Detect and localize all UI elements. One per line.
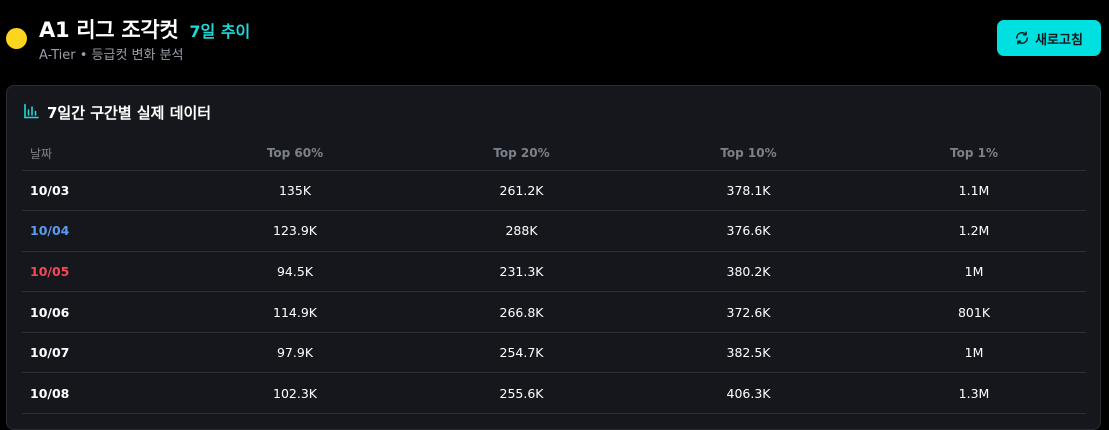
top1-cell: 1M <box>862 332 1086 374</box>
data-table: 날짜 Top 60% Top 20% Top 10% Top 1% 10/03 … <box>22 137 1086 415</box>
top1-cell: 1M <box>862 251 1086 293</box>
column-header-date: 날짜 <box>22 137 182 171</box>
top1-cell: 801K <box>862 291 1086 333</box>
table-row: 10/06 114.9K 266.8K 372.6K 801K <box>22 291 1086 333</box>
column-header-top60: Top 60% <box>182 137 408 171</box>
top60-cell: 114.9K <box>182 291 408 333</box>
page-header: A1 리그 조각컷 7일 추이 A-Tier • 등급컷 변화 분석 새로고침 <box>0 0 1109 84</box>
table-row: 10/07 97.9K 254.7K 382.5K 1M <box>22 332 1086 374</box>
league-color-dot <box>6 28 27 49</box>
table-row: 10/08 102.3K 255.6K 406.3K 1.3M <box>22 372 1086 415</box>
refresh-button-label: 새로고침 <box>1035 32 1083 48</box>
top1-cell: 1.2M <box>862 210 1086 252</box>
column-header-top20: Top 20% <box>408 137 635 171</box>
page-subtitle: A-Tier • 등급컷 변화 분석 <box>39 48 184 63</box>
refresh-icon <box>1015 31 1029 45</box>
data-panel: 7일간 구간별 실제 데이터 날짜 Top 60% Top 20% Top 10… <box>6 85 1101 430</box>
top10-cell: 406.3K <box>635 372 862 415</box>
table-row: 10/05 94.5K 231.3K 380.2K 1M <box>22 251 1086 293</box>
top60-cell: 97.9K <box>182 332 408 374</box>
date-cell: 10/07 <box>22 332 182 374</box>
top20-cell: 261.2K <box>408 170 635 212</box>
top10-cell: 382.5K <box>635 332 862 374</box>
trend-period-label: 7일 추이 <box>189 22 251 41</box>
top10-cell: 380.2K <box>635 251 862 293</box>
top1-cell: 1.3M <box>862 372 1086 415</box>
panel-header: 7일간 구간별 실제 데이터 <box>23 102 211 123</box>
date-cell: 10/06 <box>22 291 182 333</box>
date-cell: 10/05 <box>22 251 182 293</box>
top20-cell: 255.6K <box>408 372 635 415</box>
refresh-button[interactable]: 새로고침 <box>997 20 1101 56</box>
top60-cell: 123.9K <box>182 210 408 252</box>
table-row: 10/03 135K 261.2K 378.1K 1.1M <box>22 170 1086 212</box>
top10-cell: 376.6K <box>635 210 862 252</box>
date-cell: 10/08 <box>22 372 182 415</box>
column-header-top1: Top 1% <box>862 137 1086 171</box>
top60-cell: 94.5K <box>182 251 408 293</box>
top60-cell: 102.3K <box>182 372 408 415</box>
top20-cell: 231.3K <box>408 251 635 293</box>
top10-cell: 372.6K <box>635 291 862 333</box>
top20-cell: 288K <box>408 210 635 252</box>
table-header-row: 날짜 Top 60% Top 20% Top 10% Top 1% <box>22 137 1086 171</box>
date-cell: 10/03 <box>22 170 182 212</box>
top20-cell: 266.8K <box>408 291 635 333</box>
top20-cell: 254.7K <box>408 332 635 374</box>
top10-cell: 378.1K <box>635 170 862 212</box>
column-header-top10: Top 10% <box>635 137 862 171</box>
panel-title: 7일간 구간별 실제 데이터 <box>47 104 212 122</box>
table-row: 10/04 123.9K 288K 376.6K 1.2M <box>22 210 1086 252</box>
title-row: A1 리그 조각컷 7일 추이 <box>39 14 250 44</box>
top60-cell: 135K <box>182 170 408 212</box>
top1-cell: 1.1M <box>862 170 1086 212</box>
page-title: A1 리그 조각컷 <box>39 18 179 42</box>
bar-chart-icon <box>23 103 39 123</box>
date-cell: 10/04 <box>22 210 182 252</box>
